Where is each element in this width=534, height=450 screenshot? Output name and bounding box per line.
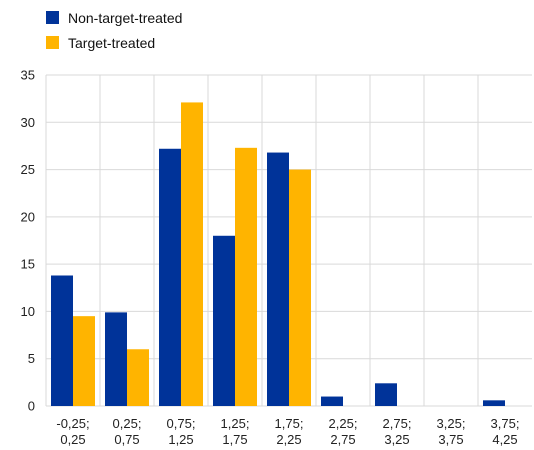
x-tick-label: 3,25; 3,75 bbox=[437, 416, 466, 447]
legend-label-target-treated: Target-treated bbox=[68, 35, 155, 51]
x-tick-label: 2,75; 3,25 bbox=[383, 416, 412, 447]
legend-label-non-target-treated: Non-target-treated bbox=[68, 10, 182, 26]
y-tick-label: 0 bbox=[28, 399, 35, 414]
bar-non-target-treated bbox=[105, 312, 127, 406]
x-tick-label: 0,75; 1,25 bbox=[167, 416, 196, 447]
legend-swatch-target-treated bbox=[46, 36, 59, 49]
bar-target-treated bbox=[73, 316, 95, 406]
y-tick-label: 35 bbox=[21, 68, 35, 83]
bar-non-target-treated bbox=[375, 383, 397, 406]
legend: Non-target-treated Target-treated bbox=[46, 10, 182, 51]
bar-target-treated bbox=[127, 349, 149, 406]
bar-non-target-treated bbox=[483, 400, 505, 406]
y-tick-label: 10 bbox=[21, 304, 35, 319]
bar-non-target-treated bbox=[159, 148, 181, 406]
bar-non-target-treated bbox=[213, 235, 235, 406]
x-tick-label: 0,25; 0,75 bbox=[113, 416, 142, 447]
y-tick-label: 25 bbox=[21, 162, 35, 177]
y-axis-ticks: 0 5 10 15 20 25 30 35 bbox=[21, 68, 35, 414]
legend-swatch-non-target-treated bbox=[46, 11, 59, 24]
x-tick-label: 2,25; 2,75 bbox=[329, 416, 358, 447]
bar-target-treated bbox=[235, 147, 257, 406]
bar-non-target-treated bbox=[321, 396, 343, 406]
y-tick-label: 30 bbox=[21, 115, 35, 130]
x-tick-label: 3,75; 4,25 bbox=[491, 416, 520, 447]
y-tick-label: 5 bbox=[28, 351, 35, 366]
x-tick-label: -0,25; 0,25 bbox=[56, 416, 89, 447]
y-tick-label: 20 bbox=[21, 209, 35, 224]
bar-non-target-treated bbox=[267, 152, 289, 406]
x-tick-label: 1,75; 2,25 bbox=[275, 416, 304, 447]
x-tick-label: 1,25; 1,75 bbox=[221, 416, 250, 447]
bar-non-target-treated bbox=[51, 275, 73, 406]
bar-target-treated bbox=[289, 169, 311, 406]
x-axis-ticks: -0,25; 0,25 0,25; 0,75 0,75; 1,25 1,25; 1,75 1,7… bbox=[56, 416, 519, 447]
bars bbox=[51, 102, 505, 406]
bar-target-treated bbox=[181, 102, 203, 406]
y-tick-label: 15 bbox=[21, 257, 35, 272]
